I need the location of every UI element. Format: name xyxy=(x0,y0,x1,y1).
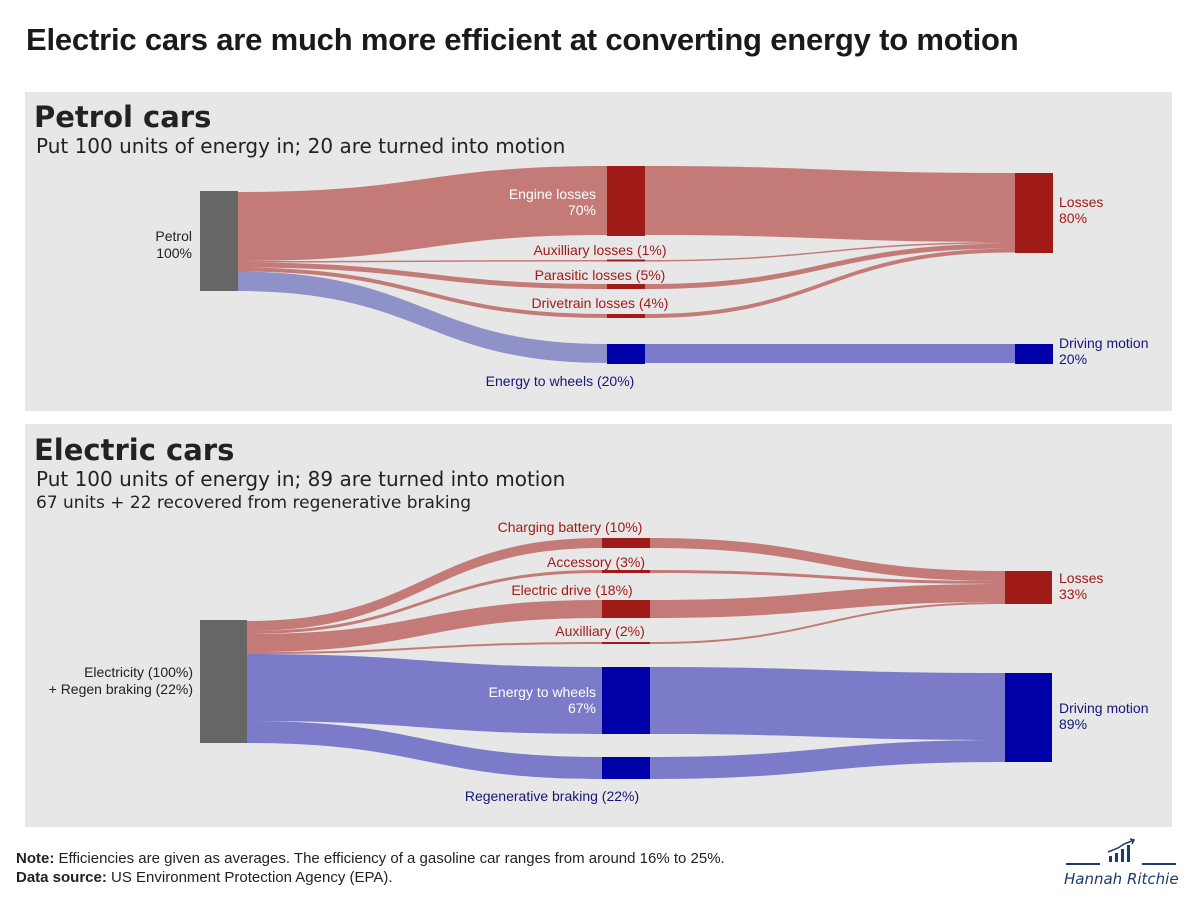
node-regenerative-braking xyxy=(602,757,650,779)
charging-battery-label: Charging battery (10%) xyxy=(498,519,643,535)
electric-subtitle-2: 67 units + 22 recovered from regenerativ… xyxy=(36,493,472,513)
flow-electric-to-accessory xyxy=(247,570,602,634)
regenerative-braking-label: Regenerative braking (22%) xyxy=(465,788,639,804)
node-charging-battery xyxy=(602,538,650,548)
node-energy-to-wheels xyxy=(602,667,650,734)
engine-losses-label: Engine losses xyxy=(509,186,596,202)
auxiliary-losses-label: Auxilliary losses (1%) xyxy=(533,242,666,258)
author-logo-icon xyxy=(1066,838,1176,865)
electric-heading: Electric cars xyxy=(34,433,235,467)
petrol-driving-motion-value: 20% xyxy=(1059,351,1087,367)
node-driving-motion xyxy=(1005,673,1052,762)
node-parasitic-losses xyxy=(607,284,645,289)
node-losses xyxy=(1015,173,1053,253)
node-electricity xyxy=(200,620,247,743)
petrol-source-label: Petrol xyxy=(155,228,192,244)
flow-petrol-to-drivetrain-losses xyxy=(237,267,607,318)
petrol-sankey: Petrol 100% Engine losses 70% Auxilliary… xyxy=(155,166,1148,389)
source-label: Data source: xyxy=(16,869,107,886)
petrol-driving-motion-label: Driving motion xyxy=(1059,335,1148,351)
flow-petrol-to-parasitic-losses xyxy=(237,262,607,289)
node-auxiliary-losses xyxy=(607,259,645,262)
flow-electric-to-regenerative-braking xyxy=(247,721,602,779)
flow-petrol-to-auxiliary-losses xyxy=(237,260,607,263)
node-energy-to-wheels xyxy=(607,344,645,364)
electric-source-label: Electricity (100%) xyxy=(84,664,193,680)
drivetrain-losses-label: Drivetrain losses (4%) xyxy=(532,295,669,311)
node-accessory xyxy=(602,570,650,573)
electric-sankey: Electricity (100%) + Regen braking (22%)… xyxy=(49,519,1149,804)
node-engine-losses xyxy=(607,166,645,236)
flow-drivetrain-to-losses xyxy=(645,248,1015,318)
footer-note: Note: Efficiencies are given as averages… xyxy=(16,849,725,868)
auxiliary-label: Auxilliary (2%) xyxy=(555,623,644,639)
flow-electric-to-energy-to-wheels xyxy=(247,654,602,734)
engine-losses-value: 70% xyxy=(568,202,596,218)
petrol-panel: Petrol cars Put 100 units of energy in; … xyxy=(25,92,1172,411)
flow-accessory-to-losses xyxy=(650,570,1005,584)
node-electric-drive xyxy=(602,600,650,618)
parasitic-losses-label: Parasitic losses (5%) xyxy=(535,267,666,283)
petrol-heading: Petrol cars xyxy=(34,100,212,134)
petrol-losses-label: Losses xyxy=(1059,194,1103,210)
flow-auxiliary-to-losses xyxy=(650,602,1005,644)
page-title: Electric cars are much more efficient at… xyxy=(26,22,1019,57)
electric-source-label-2: + Regen braking (22%) xyxy=(49,681,193,697)
node-driving-motion xyxy=(1015,344,1053,364)
petrol-subtitle: Put 100 units of energy in; 20 are turne… xyxy=(36,134,566,158)
flow-wheels-to-driving-motion xyxy=(645,344,1015,363)
node-auxiliary xyxy=(602,642,650,644)
footer-source: Data source: US Environment Protection A… xyxy=(16,868,725,887)
flow-electric-to-auxiliary xyxy=(247,642,602,654)
electric-subtitle: Put 100 units of energy in; 89 are turne… xyxy=(36,467,566,491)
electric-driving-motion-value: 89% xyxy=(1059,716,1087,732)
source-text: US Environment Protection Agency (EPA). xyxy=(111,869,393,886)
energy-to-wheels-label: Energy to wheels (20%) xyxy=(486,373,635,389)
author-name: Hannah Ritchie xyxy=(1064,870,1179,888)
flow-electric-to-charging-battery xyxy=(247,538,602,631)
electric-panel: Electric cars Put 100 units of energy in… xyxy=(25,424,1172,827)
flow-energy-to-wheels-to-driving-motion xyxy=(650,667,1005,740)
electric-losses-label: Losses xyxy=(1059,570,1103,586)
flow-auxiliary-to-losses xyxy=(645,242,1015,262)
footer: Note: Efficiencies are given as averages… xyxy=(16,849,725,887)
energy-to-wheels-label: Energy to wheels xyxy=(489,684,596,700)
flow-petrol-to-energy-to-wheels xyxy=(237,271,607,363)
flow-charging-battery-to-losses xyxy=(650,538,1005,581)
flow-petrol-to-engine-losses xyxy=(237,166,607,261)
petrol-losses-value: 80% xyxy=(1059,210,1087,226)
flow-parasitic-to-losses xyxy=(645,243,1015,289)
node-drivetrain-losses xyxy=(607,314,645,318)
flow-engine-losses-to-losses xyxy=(645,166,1015,242)
node-losses xyxy=(1005,571,1052,604)
energy-to-wheels-value: 67% xyxy=(568,700,596,716)
node-petrol xyxy=(200,191,238,291)
petrol-source-value: 100% xyxy=(156,245,192,261)
note-label: Note: xyxy=(16,850,55,867)
flow-regenerative-braking-to-driving-motion xyxy=(650,740,1005,779)
flow-electric-drive-to-losses xyxy=(650,584,1005,618)
flow-electric-to-electric-drive xyxy=(247,600,602,652)
note-text: Efficiencies are given as averages. The … xyxy=(58,850,725,867)
electric-drive-label: Electric drive (18%) xyxy=(511,582,632,598)
accessory-label: Accessory (3%) xyxy=(547,554,645,570)
electric-losses-value: 33% xyxy=(1059,586,1087,602)
electric-driving-motion-label: Driving motion xyxy=(1059,700,1148,716)
